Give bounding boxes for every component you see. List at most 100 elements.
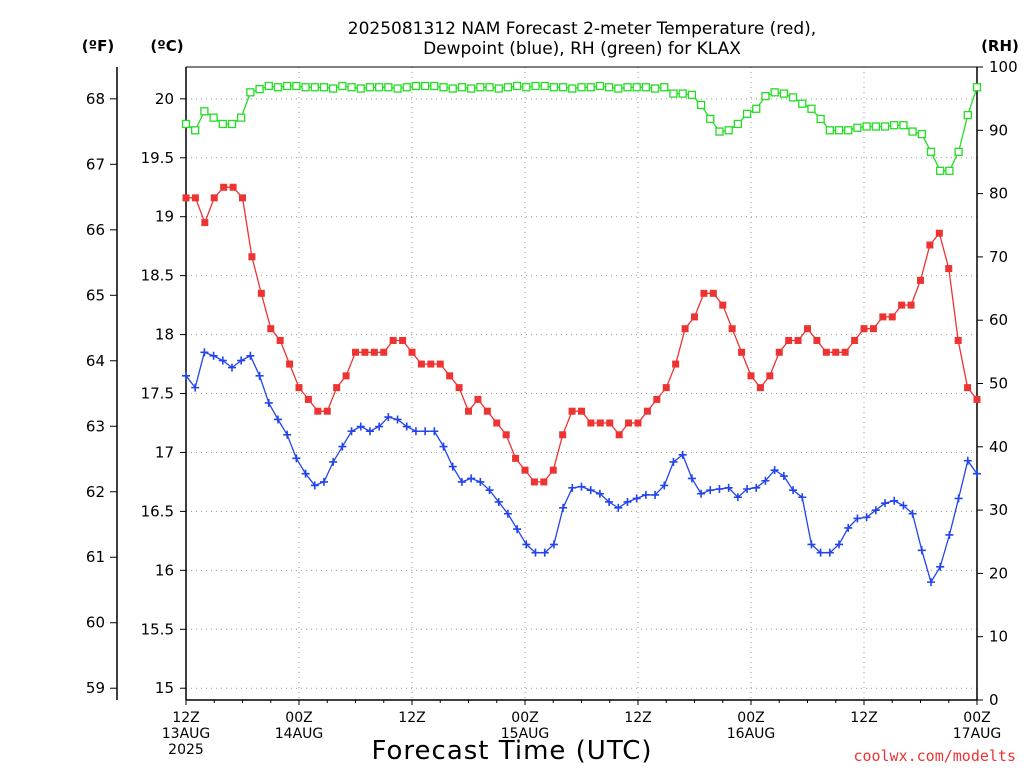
dewpoint-point <box>973 469 981 478</box>
series-rh <box>181 81 982 175</box>
dewpoint-point <box>761 476 770 485</box>
rh-unit-label: (RH) <box>981 37 1019 55</box>
x-tick-label: 2025 <box>168 742 204 758</box>
dewpoint-point <box>669 457 678 466</box>
dewpoint-point <box>568 483 577 492</box>
rh-point <box>200 107 209 116</box>
rh-point <box>485 83 494 92</box>
temperature-point <box>257 289 265 297</box>
rh-point <box>218 119 227 129</box>
dewpoint-point <box>954 494 963 503</box>
dewpoint-point <box>430 427 439 436</box>
fahrenheit-tick-label: 68 <box>86 90 105 108</box>
dewpoint-point <box>448 462 457 471</box>
rh-point <box>375 83 384 92</box>
temperature-point <box>615 431 623 439</box>
temperature-point <box>653 395 661 403</box>
dewpoint-point <box>237 356 246 365</box>
dewpoint-point <box>393 415 402 424</box>
fahrenheit-tick-label: 63 <box>86 417 105 435</box>
temperature-point <box>794 336 802 344</box>
dewpoint-point <box>384 413 393 422</box>
temperature-point <box>907 301 915 309</box>
rh-point <box>568 84 577 93</box>
series-dewpoint <box>182 348 981 587</box>
temperature-point <box>361 348 369 356</box>
temperature-point <box>672 360 680 368</box>
temperature-point <box>248 253 256 261</box>
dewpoint-point <box>375 422 384 431</box>
dewpoint-point <box>651 490 660 499</box>
temperature-point <box>851 336 859 344</box>
celsius-tick-label: 16 <box>155 561 174 579</box>
temperature-point <box>352 348 359 356</box>
axes <box>110 66 983 705</box>
dewpoint-point <box>273 415 282 424</box>
fahrenheit-tick-label: 62 <box>86 483 105 501</box>
temperature-point <box>559 431 567 439</box>
rh-point <box>862 122 871 131</box>
dewpoint-point <box>531 548 540 557</box>
temperature-point <box>512 454 520 462</box>
rh-tick-label: 70 <box>989 248 1008 266</box>
rh-point <box>604 83 614 92</box>
temperature-point <box>530 478 538 486</box>
rh-point <box>329 84 338 93</box>
temperature-point <box>766 372 774 380</box>
dewpoint-point <box>365 427 374 436</box>
temperature-point <box>182 194 190 202</box>
dewpoint-point <box>402 422 411 431</box>
rh-tick-label: 0 <box>989 691 999 709</box>
dewpoint-point <box>577 482 586 491</box>
temperature-point <box>917 276 924 284</box>
dewpoint-point <box>549 540 558 549</box>
temperature-point <box>286 360 294 368</box>
temperature-point <box>587 419 595 427</box>
dewpoint-point <box>798 493 807 502</box>
temperature-point <box>455 384 463 392</box>
temperature-point <box>879 313 887 321</box>
temperature-point <box>691 313 698 321</box>
rh-point <box>586 83 595 92</box>
temperature-point <box>427 360 435 368</box>
dewpoint-point <box>246 351 255 360</box>
dewpoint-point <box>789 486 798 495</box>
celsius-tick-label: 19.5 <box>141 149 174 167</box>
rh-point <box>237 113 246 122</box>
series-line-dewpoint <box>185 351 978 584</box>
dewpoint-point <box>513 525 522 534</box>
dewpoint-point <box>687 474 696 483</box>
temperature-point <box>785 336 793 344</box>
fahrenheit-tick-label: 65 <box>86 286 105 304</box>
rh-tick-label: 60 <box>989 311 1008 329</box>
temperature-point <box>964 384 972 392</box>
rh-point <box>549 83 559 92</box>
temperature-point <box>596 419 604 427</box>
rh-point <box>319 83 329 92</box>
temperature-point <box>869 325 877 333</box>
temperature-point <box>634 419 642 427</box>
dewpoint-point <box>715 485 724 493</box>
temperature-point <box>578 407 585 415</box>
dewpoint-point <box>752 483 761 492</box>
rh-point <box>954 147 963 156</box>
rh-point <box>742 109 752 118</box>
dewpoint-point <box>522 540 531 549</box>
rh-tick-label: 80 <box>989 185 1008 203</box>
rh-point <box>963 110 972 120</box>
dewpoint-point <box>209 351 218 360</box>
dewpoint-point <box>899 501 908 510</box>
temperature-point <box>756 384 764 392</box>
rh-point <box>356 84 365 93</box>
dewpoint-point <box>227 363 236 372</box>
rh-point <box>899 121 908 130</box>
temperature-point <box>860 325 868 333</box>
temperature-point <box>935 229 943 237</box>
rh-point <box>715 127 724 136</box>
rh-point <box>457 83 467 92</box>
dewpoint-point <box>494 497 503 506</box>
rh-point <box>577 83 586 92</box>
rh-point <box>439 83 448 92</box>
